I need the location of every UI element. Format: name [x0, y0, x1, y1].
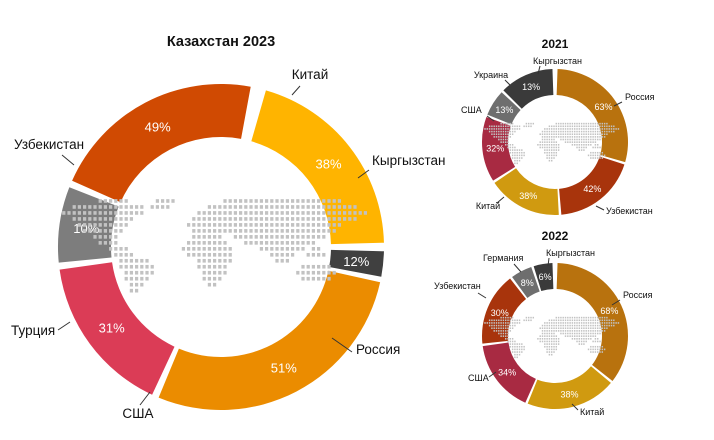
slice-kyrgyzstan: [329, 249, 384, 277]
slice-label-uzbekistan: Узбекистан: [434, 281, 481, 291]
slice-label-usa: США: [122, 406, 153, 421]
slice-china: [527, 366, 611, 409]
chart-title: Казахстан 2023: [167, 34, 275, 50]
slice-value-china: 38%: [315, 156, 341, 171]
slice-label-turkey: Турция: [11, 323, 55, 338]
leader-line-uzbekistan: [477, 292, 487, 299]
slice-label-usa: США: [461, 105, 482, 115]
slice-kyrgyzstan: [533, 263, 554, 292]
leader-line-russia: [613, 101, 623, 107]
slice-russia: [556, 263, 628, 381]
slice-value-china: 38%: [560, 390, 578, 400]
slice-value-uzbekistan: 30%: [491, 308, 509, 318]
leader-line-uzbekistan: [595, 205, 605, 211]
chart-title: 2022: [542, 229, 569, 243]
world-map-icon: [484, 316, 620, 359]
slice-label-ukraine: Украина: [474, 70, 508, 80]
slice-value-kyrgyzstan: 13%: [522, 82, 540, 92]
slice-value-china: 38%: [519, 191, 537, 201]
slice-usa: [59, 262, 175, 395]
slice-label-uzbekistan: Узбекистан: [14, 137, 84, 152]
leader-line-uzbekistan: [61, 154, 75, 166]
slice-value-uzbekistan: 42%: [583, 184, 601, 194]
leader-line-china: [496, 196, 505, 204]
leader-line-turkey: [57, 321, 71, 331]
slice-uzbekistan: [559, 156, 625, 215]
leader-line-usa: [488, 371, 497, 378]
slice-value-turkey: 10%: [73, 221, 99, 236]
donut-chart-2022: 2022 68% Россия 38%Китай 34% США 30% Узбекистан…: [434, 229, 653, 417]
slice-label-kyrgyzstan: Кыргызстан: [533, 56, 582, 66]
slice-value-kyrgyzstan: 6%: [539, 272, 552, 282]
leader-line-kyrgyzstan: [537, 65, 541, 75]
slice-russia: [556, 69, 629, 163]
slice-value-kyrgyzstan: 12%: [343, 254, 369, 269]
slice-china: [494, 168, 559, 215]
leader-line-usa: [139, 391, 151, 406]
slice-value-russia: 68%: [600, 306, 618, 316]
slice-germany: [512, 266, 540, 298]
slice-label-russia: Россия: [356, 342, 400, 357]
world-map-icon: [484, 122, 620, 165]
slice-kyrgyzstan: [503, 69, 554, 109]
leader-line-usa: [486, 115, 495, 122]
slice-value-uzbekistan: 49%: [145, 119, 171, 134]
leader-line-russia: [331, 337, 353, 353]
slice-label-russia: Россия: [623, 290, 653, 300]
slice-label-china: Китай: [580, 407, 604, 417]
leader-line-china: [291, 85, 301, 96]
slice-label-uzbekistan: Узбекистан: [606, 206, 653, 216]
slice-value-usa: 34%: [498, 367, 516, 377]
slice-usa: [482, 117, 516, 181]
slice-value-russia: 63%: [594, 102, 612, 112]
slice-label-russia: Россия: [625, 92, 655, 102]
slice-ukraine: [487, 92, 521, 125]
leader-line-kyrgyzstan: [547, 257, 550, 267]
slice-russia: [158, 270, 381, 411]
slice-value-russia: 51%: [271, 360, 297, 375]
chart-title: 2021: [542, 37, 569, 51]
slice-uzbekistan: [482, 278, 527, 344]
slice-usa: [482, 342, 536, 403]
leader-line-china: [571, 403, 579, 411]
slice-label-china: Китай: [292, 67, 329, 82]
donut-chart-kazakhstan-2023: Казахстан 2023 38% Китай 12% Кыргызстан 51% Ро…: [11, 34, 446, 421]
slice-value-ukraine: 13%: [495, 105, 513, 115]
slice-label-usa: США: [468, 373, 489, 383]
slice-value-usa: 31%: [99, 321, 125, 336]
leader-line-russia: [611, 299, 621, 306]
leader-line-kyrgyzstan: [357, 169, 370, 179]
slice-value-usa: 32%: [486, 144, 504, 154]
slice-uzbekistan: [72, 84, 251, 203]
slice-label-germany: Германия: [483, 253, 523, 263]
leader-line-germany: [513, 263, 522, 273]
donut-chart-2021: 2021 63% Россия 42% Узбекистан 38% Китай 32% США…: [461, 37, 655, 216]
slice-value-germany: 8%: [521, 278, 534, 288]
slice-label-china: Китай: [476, 201, 500, 211]
world-map-icon: [62, 199, 368, 293]
slice-label-kyrgyzstan: Кыргызстан: [546, 248, 595, 258]
slice-label-kyrgyzstan: Кыргызстан: [372, 153, 446, 168]
